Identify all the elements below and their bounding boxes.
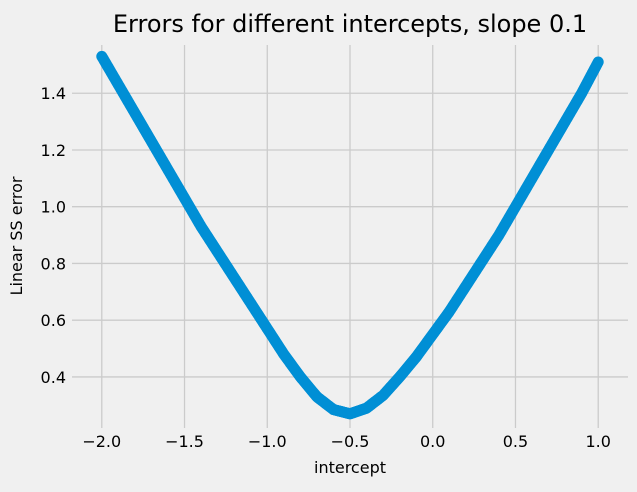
y-tick-label: 0.8 (41, 254, 66, 273)
y-tick-label: 1.4 (41, 84, 66, 103)
x-tick-label: −1.5 (165, 432, 204, 451)
x-axis-label: intercept (314, 458, 386, 477)
x-tick-label: −0.5 (331, 432, 370, 451)
x-tick-label: 0.0 (420, 432, 445, 451)
y-tick-label: 1.2 (41, 141, 66, 160)
y-tick-label: 0.4 (41, 368, 66, 387)
data-point (592, 56, 604, 68)
y-axis-label: Linear SS error (7, 176, 26, 295)
y-tick-labels: 0.4 0.6 0.8 1.0 1.2 1.4 (41, 84, 66, 387)
x-tick-labels: −2.0 −1.5 −1.0 −0.5 0.0 0.5 1.0 (82, 432, 611, 451)
chart-title: Errors for different intercepts, slope 0… (113, 10, 587, 38)
x-tick-label: −2.0 (82, 432, 121, 451)
x-tick-label: 0.5 (503, 432, 528, 451)
data-points (96, 50, 604, 420)
y-tick-label: 0.6 (41, 311, 66, 330)
grid (72, 45, 628, 428)
x-tick-label: −1.0 (248, 432, 287, 451)
x-tick-label: 1.0 (585, 432, 610, 451)
y-tick-label: 1.0 (41, 198, 66, 217)
